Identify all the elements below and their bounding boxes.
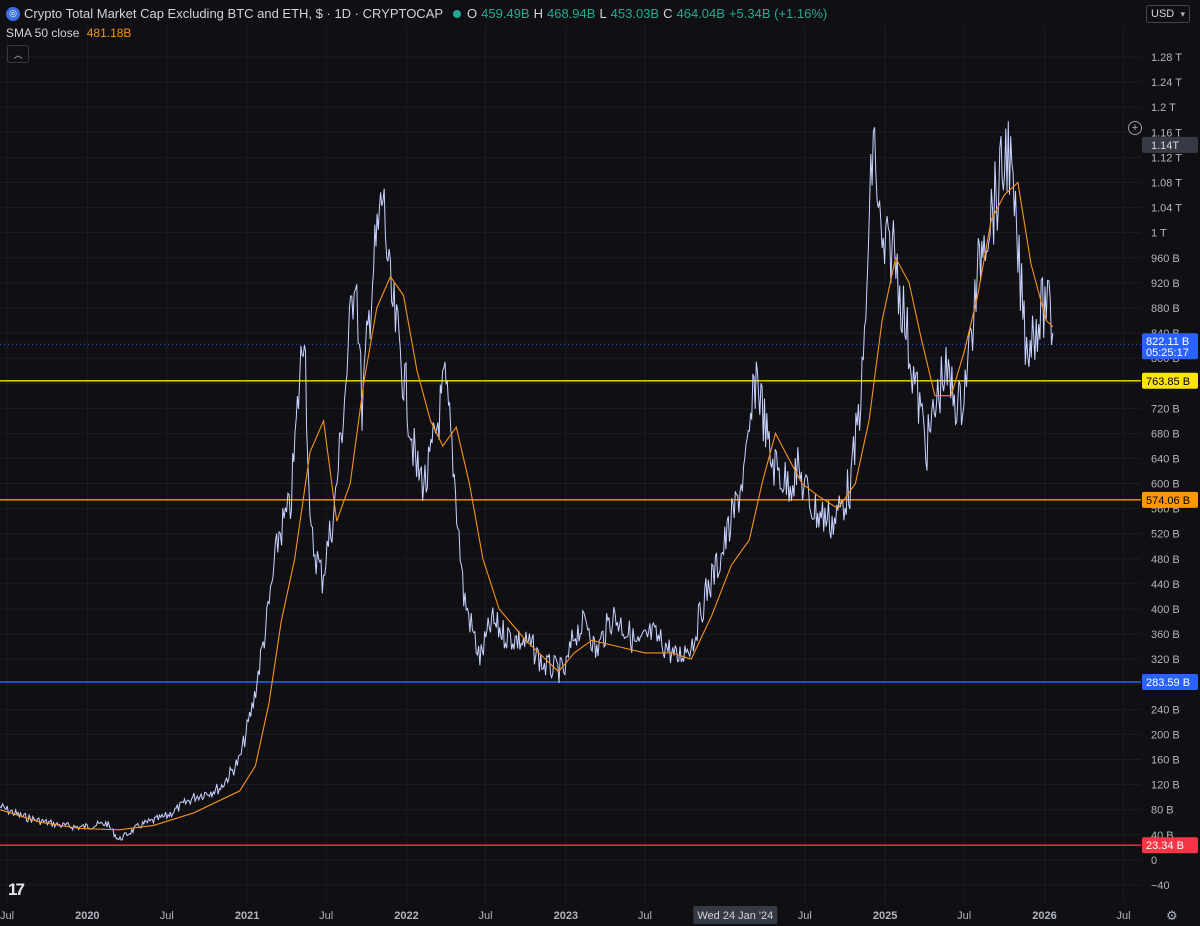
open-label: O	[467, 6, 478, 21]
x-tick-label: 2021	[235, 910, 259, 922]
low-label: L	[599, 6, 607, 21]
gear-icon[interactable]: ⚙	[1166, 908, 1178, 923]
y-tick-label: 1.28 T	[1151, 52, 1182, 64]
close-label: C	[663, 6, 673, 21]
y-tick-label: 880 B	[1151, 303, 1180, 315]
y-tick-label: 120 B	[1151, 780, 1180, 792]
y-tick-label: 400 B	[1151, 604, 1180, 616]
y-tick-label: 1.04 T	[1151, 203, 1182, 215]
y-tick-label: 1.08 T	[1151, 177, 1182, 189]
y-tick-label: 520 B	[1151, 529, 1180, 541]
y-tick-label: 920 B	[1151, 278, 1180, 290]
y-tick-label: 720 B	[1151, 403, 1180, 415]
high-label: H	[533, 6, 543, 21]
x-tick-label: Jul	[957, 910, 971, 922]
crosshair-price-label: 1.14T	[1151, 140, 1179, 152]
grid-lines	[0, 26, 1141, 903]
y-tick-label: 480 B	[1151, 554, 1180, 566]
indicator-label: SMA 50 close	[6, 26, 80, 40]
series-lines	[0, 121, 1054, 841]
y-tick-label: −40	[1151, 880, 1170, 892]
level-tag-label: 283.59 B	[1146, 677, 1190, 689]
chart-legend: ◎ Crypto Total Market Cap Excluding BTC …	[6, 6, 827, 40]
price-series-line	[0, 121, 1054, 841]
current-price-label: 822.11 B	[1146, 336, 1189, 348]
countdown-label: 05:25:17	[1146, 347, 1189, 359]
y-tick-label: 160 B	[1151, 755, 1180, 767]
y-tick-label: 440 B	[1151, 579, 1180, 591]
sma-series-line	[0, 181, 1054, 831]
x-tick-label: Jul	[1117, 910, 1131, 922]
y-tick-label: 1.12 T	[1151, 152, 1182, 164]
y-tick-label: 1 T	[1151, 228, 1167, 240]
time-axis[interactable]: Jul 2020 Jul 2021 Jul 2022 Jul 2023 Jul Jul 2025 Ju…	[0, 903, 1200, 926]
indicator-value: 481.18B	[86, 26, 132, 40]
level-tag-label: 763.85 B	[1146, 376, 1190, 388]
symbol-title[interactable]: Crypto Total Market Cap Excluding BTC an…	[24, 6, 444, 21]
crosshair-date-tag	[693, 906, 778, 924]
collapse-legend-button[interactable]: ︿	[7, 45, 29, 63]
y-tick-label: 320 B	[1151, 654, 1180, 666]
level-tag	[1142, 372, 1198, 389]
price-axis-background	[1141, 0, 1200, 926]
symbol-logo-icon: ◎	[6, 6, 20, 21]
x-tick-label: Jul	[798, 910, 812, 922]
tradingview-logo[interactable]: 17	[8, 880, 25, 899]
y-tick-label: 680 B	[1151, 428, 1180, 440]
horizontal-levels[interactable]	[0, 343, 1141, 846]
current-price-tag	[1142, 333, 1198, 360]
chevron-up-icon: ︿	[13, 49, 23, 60]
x-tick-label: Jul	[638, 910, 652, 922]
y-tick-label: 200 B	[1151, 729, 1180, 741]
level-tag-label: 574.06 B	[1146, 495, 1190, 507]
y-tick-label: 360 B	[1151, 629, 1180, 641]
open-value: 459.49B	[481, 6, 530, 21]
y-tick-label: 600 B	[1151, 479, 1180, 491]
y-tick-label: 80 B	[1151, 805, 1174, 817]
x-tick-label: Jul	[319, 910, 333, 922]
close-value: 464.04B	[676, 6, 725, 21]
x-tick-label: 2023	[554, 910, 578, 922]
level-tag-label: 23.34 B	[1146, 840, 1184, 852]
time-axis-background	[0, 903, 1200, 926]
level-tag	[1142, 837, 1198, 854]
y-tick-label: 1.24 T	[1151, 77, 1182, 89]
crosshair-price-tag	[1142, 136, 1198, 153]
plus-icon[interactable]: +	[1128, 121, 1142, 135]
crosshair-date-label: Wed 24 Jan '24	[697, 910, 773, 922]
x-tick-label: 2020	[75, 910, 99, 922]
low-value: 453.03B	[610, 6, 660, 21]
level-tag	[1142, 491, 1198, 508]
x-tick-label: Jul	[0, 910, 14, 922]
level-tag	[1142, 673, 1198, 690]
y-tick-label: 640 B	[1151, 453, 1180, 465]
y-tick-label: 0	[1151, 855, 1157, 867]
x-tick-label: 2025	[873, 910, 897, 922]
x-tick-label: Jul	[160, 910, 174, 922]
y-tick-label: 1.16 T	[1151, 127, 1182, 139]
x-tick-label: 2022	[394, 910, 418, 922]
x-tick-label: 2026	[1032, 910, 1056, 922]
change-value: +5.34B (+1.16%)	[728, 6, 828, 21]
y-tick-label: 960 B	[1151, 253, 1180, 265]
currency-selector[interactable]: USD	[1146, 5, 1190, 23]
high-value: 468.94B	[547, 6, 596, 21]
y-tick-label: 240 B	[1151, 704, 1180, 716]
market-status-icon	[453, 9, 462, 18]
indicator-legend[interactable]: SMA 50 close 481.18B	[6, 26, 827, 40]
x-tick-label: Jul	[479, 910, 493, 922]
y-tick-label: 1.2 T	[1151, 102, 1176, 114]
